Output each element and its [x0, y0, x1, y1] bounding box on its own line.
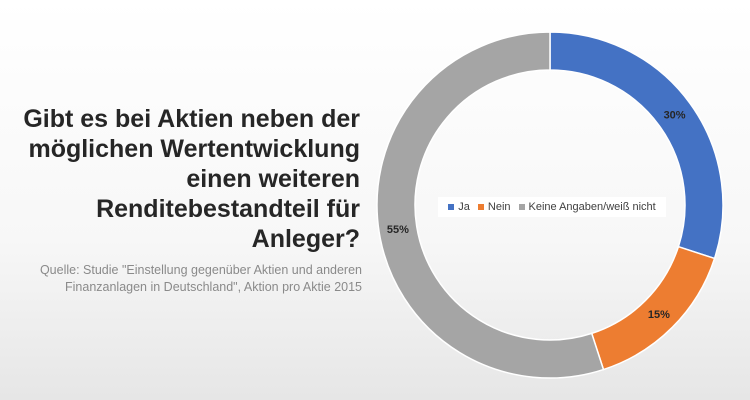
source-line: Finanzanlagen in Deutschland", Aktion pr…	[65, 280, 362, 294]
slice-label-ja: 30%	[664, 109, 686, 121]
donut-chart: 30% 15% 55%	[376, 31, 724, 379]
legend-item-nein: Nein	[477, 201, 511, 213]
title-line: Gibt es bei Aktien neben der	[23, 105, 360, 133]
legend-label-keine-angaben: Keine Angaben/weiß nicht	[528, 201, 656, 213]
slice-label-nein: 15%	[648, 309, 670, 321]
legend-item-keine-angaben: Keine Angaben/weiß nicht	[518, 201, 656, 213]
legend-label-nein: Nein	[487, 201, 511, 213]
source-line: Quelle: Studie "Einstellung gegenüber Ak…	[39, 263, 362, 277]
source-note: Quelle: Studie "Einstellung gegenüber Ak…	[10, 262, 362, 296]
title-line: möglichen Wertentwicklung	[28, 135, 360, 163]
title-block: Gibt es bei Aktien neben der möglichen W…	[10, 104, 362, 296]
legend-swatch-nein	[477, 204, 484, 210]
chart-title: Gibt es bei Aktien neben der möglichen W…	[10, 104, 360, 254]
donut-slice-keine-angaben	[376, 31, 605, 379]
legend-swatch-keine-angaben	[518, 204, 525, 210]
legend-label-ja: Ja	[458, 201, 470, 213]
legend-swatch-ja	[448, 204, 455, 210]
chart-legend: Ja Nein Keine Angaben/weiß nicht	[438, 197, 666, 217]
slice-label-keine-angaben: 55%	[387, 224, 409, 236]
title-line: Anleger?	[251, 225, 360, 253]
donut-slice-ja	[549, 31, 724, 260]
title-line: Renditebestandteil für	[96, 195, 360, 223]
title-line: einen weiteren	[186, 165, 360, 193]
legend-item-ja: Ja	[448, 201, 470, 213]
